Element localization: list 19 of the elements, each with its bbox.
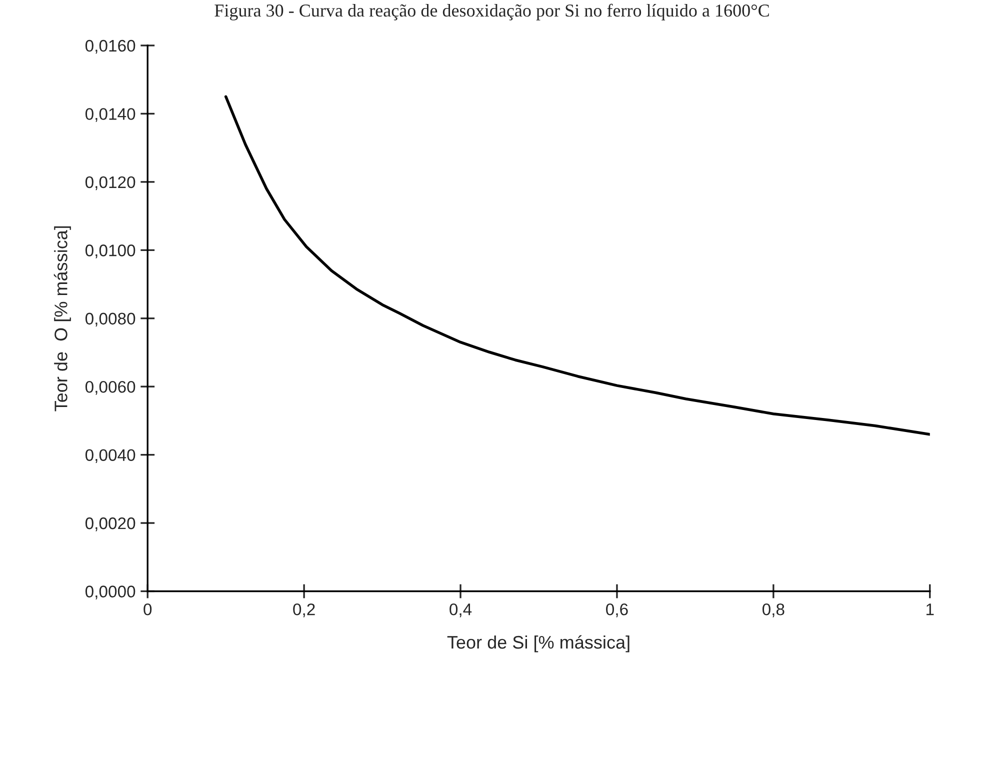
- y-axis-title: Teor de O [% mássica]: [54, 226, 71, 412]
- line-series: [224, 95, 930, 436]
- y-tick-label: 0,0060: [85, 380, 136, 395]
- x-tick-label: 1: [926, 604, 934, 616]
- x-tick-label: 0,6: [606, 603, 628, 618]
- y-tick-label: 0,0020: [85, 517, 136, 532]
- y-tick-label: 0,0160: [85, 40, 136, 54]
- y-tick-label: 0,0040: [85, 449, 136, 463]
- y-tick-label: 0,0140: [85, 108, 136, 122]
- y-tick-label: 0,0100: [85, 244, 136, 258]
- y-tick-label: 0,0080: [85, 312, 136, 327]
- x-tick-label: 0,2: [293, 603, 315, 618]
- x-axis-title: Teor de Si [% mássica]: [447, 635, 630, 652]
- y-tick-label: 0,0120: [85, 176, 136, 190]
- chart-title: Figura 30 - Curva da reação de desoxidação por Si no ferro líquido a 1600°C: [214, 4, 769, 20]
- x-tick-label: 0: [144, 603, 152, 616]
- x-tick-label: 0,4: [450, 603, 472, 618]
- y-tick-label: 0,0000: [85, 586, 136, 600]
- x-tick-label: 0,8: [762, 603, 784, 618]
